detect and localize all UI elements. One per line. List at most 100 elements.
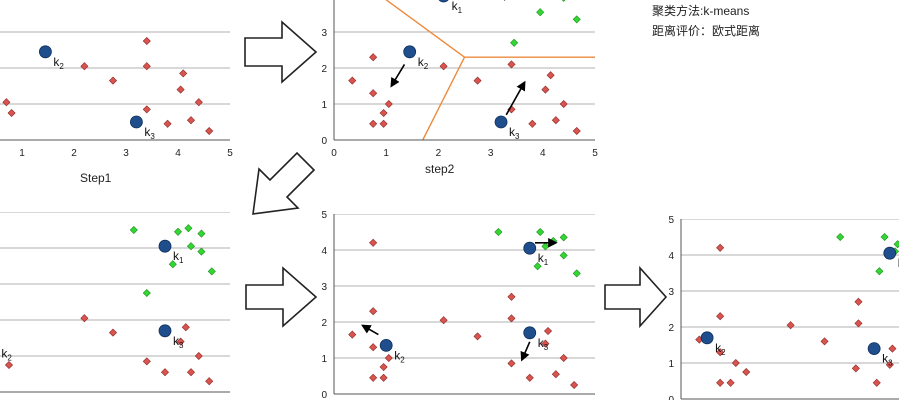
data-point-red [559, 353, 568, 363]
data-point-red [528, 119, 537, 128]
flow-arrow-down-left [252, 151, 316, 215]
data-point-red [205, 377, 214, 386]
data-point-red [888, 344, 897, 353]
data-point-red [716, 243, 725, 252]
x-tick-label: 5 [592, 148, 598, 159]
data-point-red [559, 99, 568, 109]
centroid-k3 [494, 115, 508, 129]
y-tick-label: 0 [321, 390, 327, 400]
y-tick-label: 2 [668, 323, 674, 334]
data-point-red [541, 85, 550, 94]
centroid-label: k2 [418, 55, 429, 71]
chart-step4: k1 k2 k3 0 1 2 3 4 5 [321, 210, 595, 400]
data-point-red [473, 76, 482, 85]
centroid-k2 [403, 45, 417, 59]
centroid-label: k1 [538, 251, 549, 267]
chart-step5: k1 k2 k3 0 1 2 3 4 5 [668, 215, 899, 400]
flow-arrow-right-1 [244, 20, 318, 84]
x-tick-label: 1 [19, 148, 25, 159]
data-point-green [875, 267, 884, 276]
flow-arrow-right-3 [604, 265, 668, 329]
data-point-red [546, 71, 555, 80]
data-point-red [176, 85, 185, 94]
data-point-red [369, 238, 378, 247]
data-point-red [507, 292, 516, 301]
centroid-label: k1 [452, 0, 463, 15]
data-point-red [726, 378, 735, 387]
data-point-red [142, 62, 151, 71]
clustering-method-label: 聚类方法:k-means [652, 4, 750, 18]
data-point-red [572, 126, 581, 136]
centroid-k1 [883, 246, 897, 260]
data-point-green [559, 233, 568, 242]
centroid-k1 [523, 241, 537, 255]
data-point-red [742, 367, 751, 377]
data-point-green [893, 240, 899, 249]
centroid-label: k3 [538, 336, 549, 352]
data-point-red [142, 36, 151, 46]
centroid-k3 [129, 115, 143, 129]
data-point-green [173, 227, 183, 236]
centroid-move-arrow [390, 63, 406, 88]
data-point-red [369, 307, 378, 316]
centroid-label: k3 [144, 125, 155, 141]
data-point-red [369, 373, 378, 382]
x-tick-label: 0 [331, 148, 337, 159]
y-tick-label: 1 [321, 100, 327, 111]
chart-step1: k1k2k312345 [0, 31, 233, 159]
x-tick-label: 5 [227, 148, 233, 159]
centroid-k1 [158, 239, 172, 253]
cluster-boundary [422, 56, 466, 141]
x-tick-label: 3 [123, 148, 129, 159]
y-tick-label: 4 [321, 246, 327, 257]
centroid-label: k2 [394, 348, 405, 364]
centroid-label: k3 [882, 352, 893, 368]
data-point-red [439, 316, 448, 325]
data-point-green [197, 247, 206, 256]
data-point-red [439, 62, 448, 71]
data-point-red [186, 116, 196, 125]
data-point-red [854, 319, 863, 328]
data-point-red [507, 314, 516, 323]
centroid-label: k2 [715, 341, 726, 357]
data-point-red [108, 328, 118, 337]
data-point-red [181, 323, 190, 332]
centroid-label: k2 [1, 346, 12, 362]
chart-step2: k1 k2 k3 0 1 2 3 4 5 0 1 2 3 [321, 0, 598, 159]
data-point-red [163, 119, 172, 128]
data-point-red [473, 332, 482, 341]
data-point-red [142, 357, 151, 366]
data-point-red [108, 76, 118, 85]
data-point-red [551, 370, 560, 379]
step2-label: step2 [425, 162, 455, 176]
data-point-red [384, 99, 393, 109]
data-point-red [194, 351, 203, 361]
data-point-red [851, 364, 860, 373]
y-tick-label: 1 [668, 359, 674, 370]
data-point-red [369, 119, 378, 128]
y-tick-label: 4 [668, 251, 674, 262]
data-point-green [559, 251, 568, 260]
chart-step3: k1 k2 k3 [0, 212, 230, 393]
centroid-label: k3 [173, 334, 184, 350]
data-point-red [872, 378, 881, 387]
data-point-red [80, 62, 89, 71]
centroid-k2 [39, 45, 52, 59]
data-point-green [561, 0, 566, 2]
data-point-green [536, 8, 545, 17]
data-point-red [4, 360, 14, 370]
centroid-label: k2 [53, 55, 64, 71]
x-tick-label: 4 [540, 148, 546, 159]
data-point-red [2, 98, 11, 107]
data-point-red [731, 358, 740, 368]
data-point-green [129, 225, 138, 235]
data-point-red [543, 326, 553, 336]
y-tick-label: 1 [321, 354, 327, 365]
data-point-red [369, 343, 378, 352]
data-point-red [786, 321, 795, 330]
data-point-red [716, 378, 725, 387]
data-point-green [168, 260, 177, 269]
data-point-green [186, 242, 196, 251]
data-point-red [379, 373, 388, 382]
